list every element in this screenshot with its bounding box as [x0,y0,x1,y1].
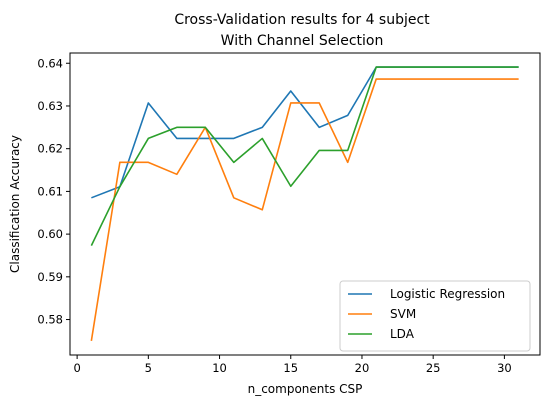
plot-frame [69,52,541,356]
plot-marks [90,66,519,342]
x-tick-label: 0 [73,361,80,375]
x-axis-ticks: 0 5 10 15 20 25 30 [73,355,512,375]
series-line-lda [90,66,519,246]
y-tick-label: 0.62 [37,142,63,156]
y-tick-label: 0.60 [37,227,63,241]
y-axis-ticks: 0.58 0.59 0.60 0.61 0.62 0.63 0.64 [37,56,70,327]
legend-label-svm: SVM [390,307,416,321]
legend-label-logistic-regression: Logistic Regression [390,287,505,301]
x-tick-label: 30 [497,361,512,375]
series-line-svm [90,78,519,342]
chart-title-line-1: Cross-Validation results for 4 subject [174,12,430,28]
x-tick-label: 15 [283,361,298,375]
legend: Logistic Regression SVM LDA [339,280,531,352]
y-tick-label: 0.61 [37,184,63,198]
x-tick-label: 20 [355,361,370,375]
y-tick-label: 0.59 [37,270,63,284]
x-tick-label: 25 [426,361,441,375]
legend-box [339,280,531,352]
chart-title-line-2: With Channel Selection [221,33,384,49]
y-tick-label: 0.64 [37,56,63,70]
x-tick-label: 5 [145,361,152,375]
y-tick-label: 0.58 [37,313,63,327]
x-axis-label: n_components CSP [248,382,363,396]
legend-label-lda: LDA [390,327,415,341]
x-tick-label: 10 [212,361,227,375]
y-tick-label: 0.63 [37,99,63,113]
y-axis-label: Classification Accuracy [8,135,22,273]
